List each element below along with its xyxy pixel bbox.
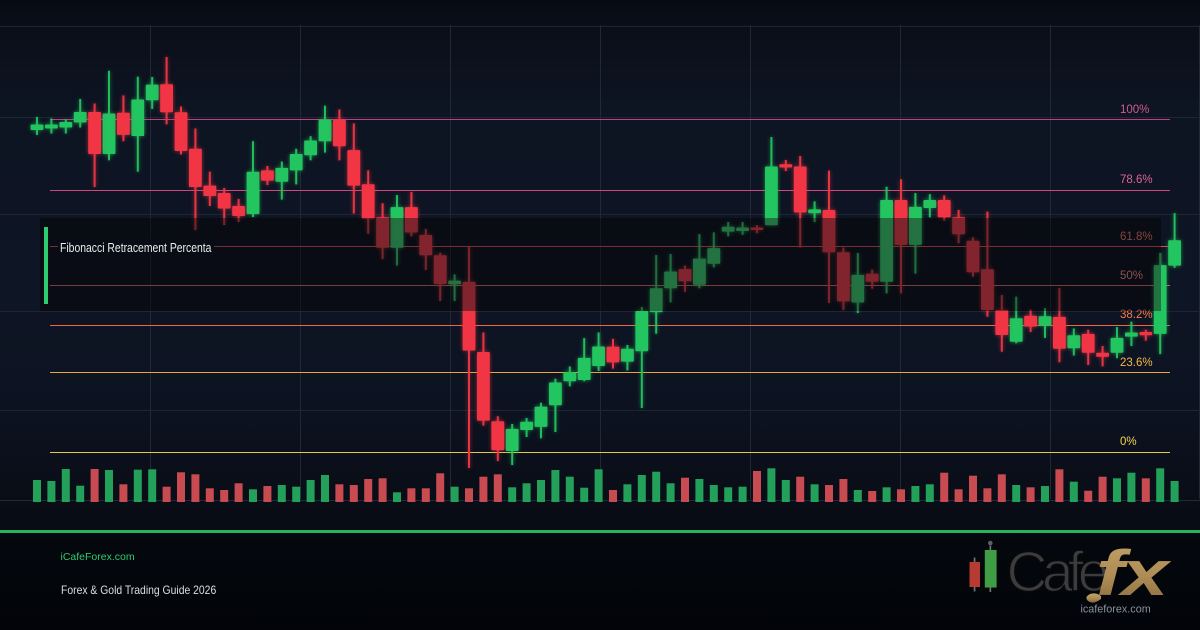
svg-text:icafeforex.com: icafeforex.com (1081, 604, 1151, 616)
svg-text:fx: fx (1096, 537, 1172, 609)
svg-text:Cafe: Cafe (1007, 540, 1110, 604)
